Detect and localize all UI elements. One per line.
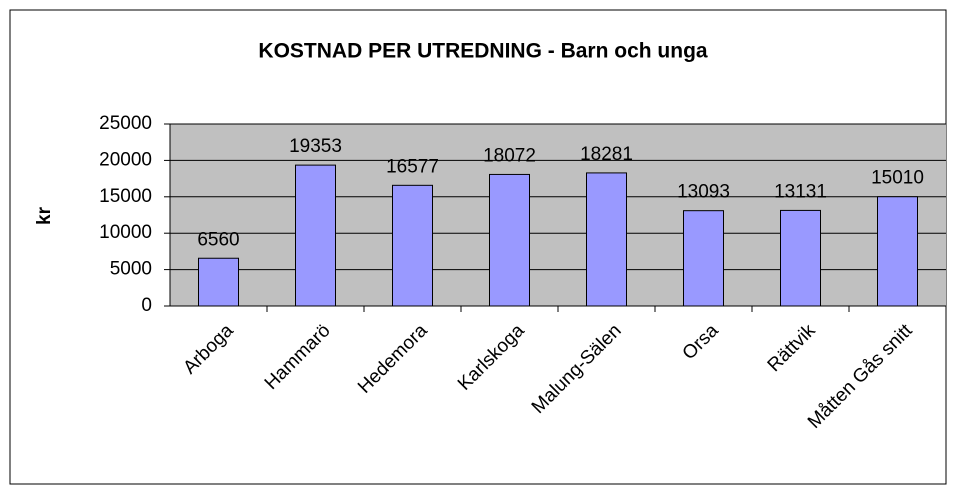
y-tick-label: 0 [141, 295, 152, 316]
data-label: 13131 [774, 181, 827, 202]
y-tick-label: 15000 [99, 186, 152, 207]
bar [489, 173, 530, 307]
y-tick-label: 10000 [99, 222, 152, 243]
data-label: 16577 [386, 156, 439, 177]
y-tick-label: 25000 [99, 113, 152, 134]
y-tick-label: 5000 [110, 259, 152, 280]
data-label: 6560 [197, 229, 239, 250]
plot-area [170, 124, 946, 306]
bar [586, 172, 627, 307]
bar [780, 209, 821, 307]
data-label: 19353 [289, 136, 342, 157]
bar [877, 196, 918, 307]
bar [683, 210, 724, 307]
bar [198, 257, 239, 307]
y-tick-label: 20000 [99, 149, 152, 170]
chart-title: KOSTNAD PER UTREDNING - Barn och unga [258, 40, 708, 63]
y-axis-label: kr [34, 206, 55, 225]
data-label: 18072 [483, 145, 536, 166]
data-label: 15010 [871, 168, 924, 189]
bar [392, 184, 433, 307]
data-label: 18281 [580, 144, 633, 165]
bar [295, 164, 336, 307]
data-label: 13093 [677, 182, 730, 203]
